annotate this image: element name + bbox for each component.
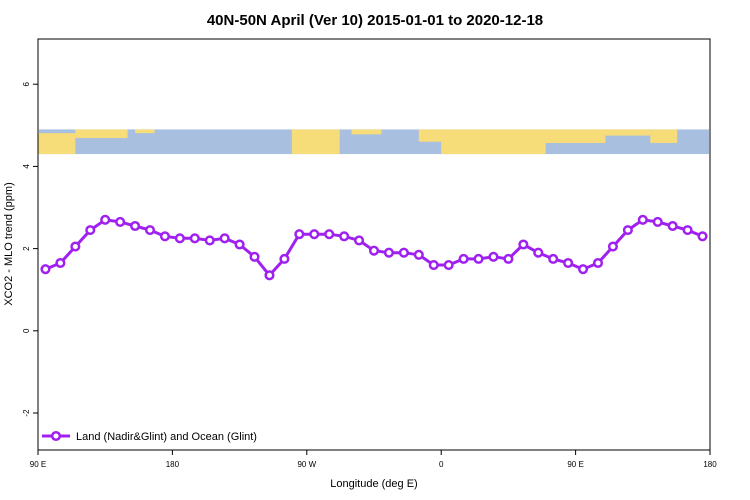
data-point	[622, 225, 633, 236]
data-point	[159, 231, 170, 242]
data-point	[279, 253, 290, 264]
y-axis-label: XCO2 - MLO trend (ppm)	[3, 182, 15, 305]
legend-label: Land (Nadir&Glint) and Ocean (Glint)	[76, 431, 257, 443]
land-area	[135, 129, 155, 134]
data-point	[40, 264, 51, 275]
y-tick-label: 6	[22, 81, 31, 86]
data-point	[174, 233, 185, 244]
series-layer	[40, 214, 708, 281]
data-point	[309, 229, 320, 240]
data-point	[70, 241, 81, 252]
data-point	[204, 235, 215, 246]
data-point	[548, 253, 559, 264]
data-point	[234, 239, 245, 250]
map-band	[38, 129, 709, 155]
land-area	[650, 129, 678, 143]
land-area	[441, 142, 546, 155]
data-point	[55, 257, 66, 269]
chart-title: 40N-50N April (Ver 10) 2015-01-01 to 202…	[207, 12, 543, 29]
land-area	[351, 129, 382, 135]
x-tick-label: 90 E	[30, 460, 46, 469]
data-point	[324, 229, 335, 240]
data-point	[443, 260, 454, 271]
data-point	[607, 241, 618, 252]
data-point	[115, 216, 126, 227]
data-point	[368, 245, 380, 256]
land-area	[605, 129, 651, 136]
y-tick-label: 2	[22, 246, 31, 251]
legend: Land (Nadir&Glint) and Ocean (Glint)	[42, 430, 257, 443]
y-axis: -2 0 2 4 6	[22, 81, 38, 417]
land-area	[38, 133, 76, 155]
land-area	[75, 129, 128, 139]
x-axis: 90 E 180 90 W 0 90 E 180	[30, 450, 717, 469]
data-point	[682, 225, 693, 236]
data-point	[428, 260, 439, 271]
data-point	[578, 264, 589, 275]
x-tick-label: 180	[166, 460, 180, 469]
x-tick-label: 90 E	[567, 460, 583, 469]
land-area	[441, 129, 606, 143]
land-area	[291, 129, 340, 155]
data-point	[264, 270, 275, 281]
legend-marker	[50, 430, 62, 442]
data-point	[219, 233, 230, 244]
data-point	[249, 251, 260, 262]
x-tick-label: 180	[703, 460, 717, 469]
data-point	[189, 233, 200, 244]
data-point	[473, 253, 484, 264]
data-point	[563, 257, 574, 269]
data-point	[100, 214, 111, 225]
data-point	[354, 235, 365, 246]
y-tick-label: -2	[22, 409, 31, 417]
data-point	[294, 229, 305, 240]
data-point	[458, 253, 469, 264]
data-point	[413, 249, 424, 260]
data-point	[533, 247, 544, 258]
data-point	[592, 257, 604, 269]
land-area	[418, 129, 445, 142]
data-point	[383, 247, 394, 258]
data-point	[488, 251, 499, 262]
x-tick-label: 0	[439, 460, 444, 469]
data-point	[518, 239, 529, 250]
data-point	[503, 253, 514, 264]
data-point	[130, 220, 141, 232]
data-point	[144, 225, 156, 236]
x-tick-label: 90 W	[297, 460, 316, 469]
data-point	[667, 220, 678, 232]
y-tick-label: 0	[22, 328, 31, 333]
data-point	[697, 231, 708, 242]
plot-frame	[37, 38, 711, 451]
data-point	[85, 225, 96, 236]
data-point	[652, 216, 663, 227]
data-point	[637, 214, 648, 225]
y-tick-label: 4	[22, 164, 31, 169]
data-point	[339, 231, 350, 242]
data-point	[398, 247, 409, 258]
x-axis-label: Longitude (deg E)	[330, 478, 417, 490]
